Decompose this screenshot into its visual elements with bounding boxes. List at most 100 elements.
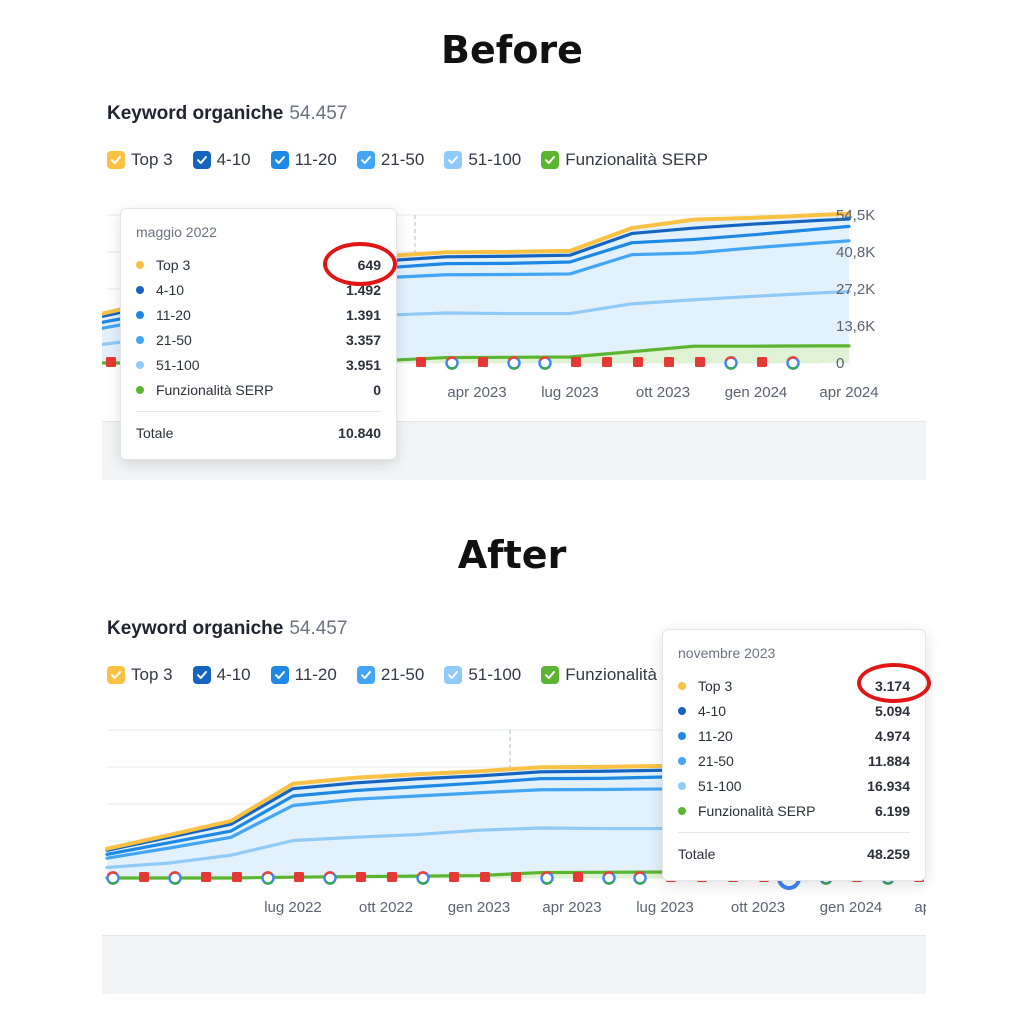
flag-icon[interactable] [633,357,643,367]
legend-item-top-3[interactable]: Top 3 [107,662,173,688]
flag-icon[interactable] [757,357,767,367]
legend-label: 11-20 [294,150,337,169]
checkbox-checked-icon[interactable] [107,666,125,684]
google-icon[interactable] [416,871,430,885]
legend-label: Funzionalità SERP [565,150,708,169]
flag-icon[interactable] [294,872,304,882]
legend-label: 11-20 [294,665,337,684]
flag-icon[interactable] [139,872,149,882]
flag-icon[interactable] [571,357,581,367]
checkbox-checked-icon[interactable] [356,666,375,684]
google-icon[interactable] [602,871,616,885]
x-tick-label: apr 2023 [542,899,601,916]
flag-icon[interactable] [511,872,521,882]
google-icon[interactable] [445,356,459,370]
tooltip-row-label: Funzionalità SERP [698,803,816,819]
google-icon[interactable] [261,871,275,885]
checkbox-checked-icon[interactable] [444,666,463,684]
checkbox-checked-icon[interactable] [192,666,211,684]
legend: Top 3 4-10 11-20 21-50 51-100 Funzionalità SE… [107,147,728,173]
flag-icon[interactable] [478,357,488,367]
checkbox-checked-icon[interactable] [107,151,125,169]
legend-item-11-20[interactable]: 11-20 [270,662,337,688]
legend-item-top-3[interactable]: Top 3 [107,147,173,173]
x-tick-label: apr 2023 [447,384,506,401]
tooltip-row-value: 0 [373,382,381,398]
checkbox-checked-icon[interactable] [192,151,211,169]
tooltip-row-label: 51-100 [156,357,200,373]
checkbox-checked-icon[interactable] [356,151,375,169]
tooltip-row-value: 11.884 [867,753,910,769]
legend: Top 3 4-10 11-20 21-50 51-100 Funzionalità SE… [107,662,728,688]
tooltip-total-value: 10.840 [338,425,381,441]
legend-label: Top 3 [131,665,173,684]
flag-icon[interactable] [480,872,490,882]
tooltip-row-value: 4.974 [874,728,910,744]
flag-icon[interactable] [449,872,459,882]
x-tick-label: apr 2024 [819,384,878,401]
tooltip-row-label: Funzionalità SERP [156,382,274,398]
after-heading: After [457,533,567,577]
tooltip-row-label: 4-10 [698,703,727,719]
google-icon[interactable] [168,871,182,885]
google-icon[interactable] [507,356,521,370]
legend-item-21-50[interactable]: 21-50 [356,147,425,173]
legend-item-4-10[interactable]: 4-10 [192,147,251,173]
before-heading: Before [441,28,583,72]
flag-icon[interactable] [664,357,674,367]
tooltip-row-label: 21-50 [698,753,734,769]
checkbox-checked-icon[interactable] [270,151,289,169]
legend-label: 4-10 [216,150,251,169]
google-icon[interactable] [786,356,800,370]
y-tick-label: 40,8K [836,244,875,261]
flag-icon[interactable] [356,872,366,882]
series-dot-icon [136,336,144,344]
tooltip-row-value: 3.951 [345,357,381,373]
checkbox-checked-icon[interactable] [541,151,560,169]
flag-icon[interactable] [695,357,705,367]
flag-icon[interactable] [573,872,583,882]
panel-title-text: Keyword organiche [107,618,284,639]
series-dot-icon [678,782,686,790]
tooltip-row-4-10: 4-10 5.094 [678,701,910,721]
legend-item-21-50[interactable]: 21-50 [356,662,424,688]
google-icon[interactable] [106,871,120,885]
legend-item-4-10[interactable]: 4-10 [192,662,251,688]
panel-title: Keyword organiche 54.457 [107,618,347,640]
flag-icon[interactable] [201,872,211,882]
checkbox-checked-icon[interactable] [444,151,463,169]
highlight-circle [857,663,931,703]
tooltip-date: maggio 2022 [136,224,217,240]
tooltip-row-label: Top 3 [156,257,191,273]
panel-title: Keyword organiche 54.457 [107,103,347,125]
tooltip-row-21-50: 21-50 11.884 [678,751,910,771]
series-dot-icon [678,707,686,715]
google-icon[interactable] [540,871,554,885]
flag-icon[interactable] [416,357,426,367]
google-icon[interactable] [538,356,552,370]
series-dot-icon [136,386,144,394]
legend-item-51-100[interactable]: 51-100 [444,662,521,688]
legend-item-11-20[interactable]: 11-20 [270,147,337,173]
flag-icon[interactable] [106,357,116,367]
legend-label: 51-100 [468,665,522,684]
legend-item-51-100[interactable]: 51-100 [444,147,521,173]
tooltip-row-value: 16.934 [867,778,910,794]
tooltip-row-21-50: 21-50 3.357 [136,330,381,350]
tooltip-row-value: 1.492 [345,282,381,298]
google-icon[interactable] [323,871,337,885]
tooltip-row-value: 3.357 [345,332,381,348]
flag-icon[interactable] [387,872,397,882]
checkbox-checked-icon[interactable] [541,666,560,684]
flag-icon[interactable] [232,872,242,882]
keyword-count: 54.457 [289,103,348,124]
legend-item-funzionalit-serp[interactable]: Funzionalità SERP [541,147,708,173]
series-dot-icon [678,682,686,690]
x-tick-label: gen 2024 [725,384,788,401]
flag-icon[interactable] [602,357,612,367]
google-icon[interactable] [633,871,647,885]
legend-label: 21-50 [380,150,425,169]
checkbox-checked-icon[interactable] [270,666,289,684]
series-dot-icon [678,757,686,765]
google-icon[interactable] [724,356,738,370]
